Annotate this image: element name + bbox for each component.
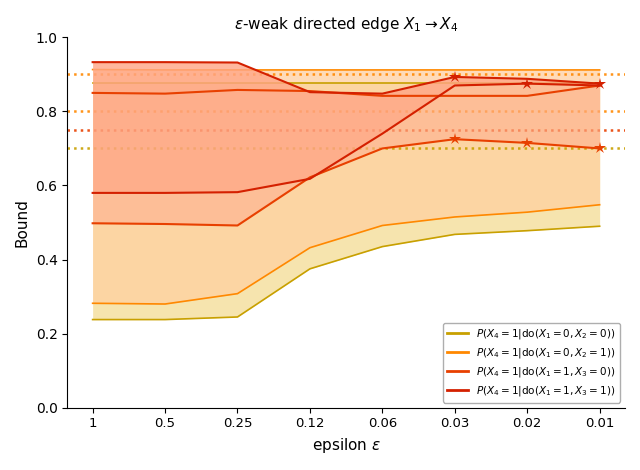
Legend: $P(X_4=1|\mathrm{do}(X_1=0,X_2=0))$, $P(X_4=1|\mathrm{do}(X_1=0,X_2=1))$, $P(X_4: $P(X_4=1|\mathrm{do}(X_1=0,X_2=0))$, $P(… [443,322,620,402]
X-axis label: epsilon $\varepsilon$: epsilon $\varepsilon$ [312,436,381,455]
Title: $\varepsilon$-weak directed edge $X_1 \rightarrow X_4$: $\varepsilon$-weak directed edge $X_1 \r… [234,15,458,34]
Y-axis label: Bound: Bound [15,198,30,247]
